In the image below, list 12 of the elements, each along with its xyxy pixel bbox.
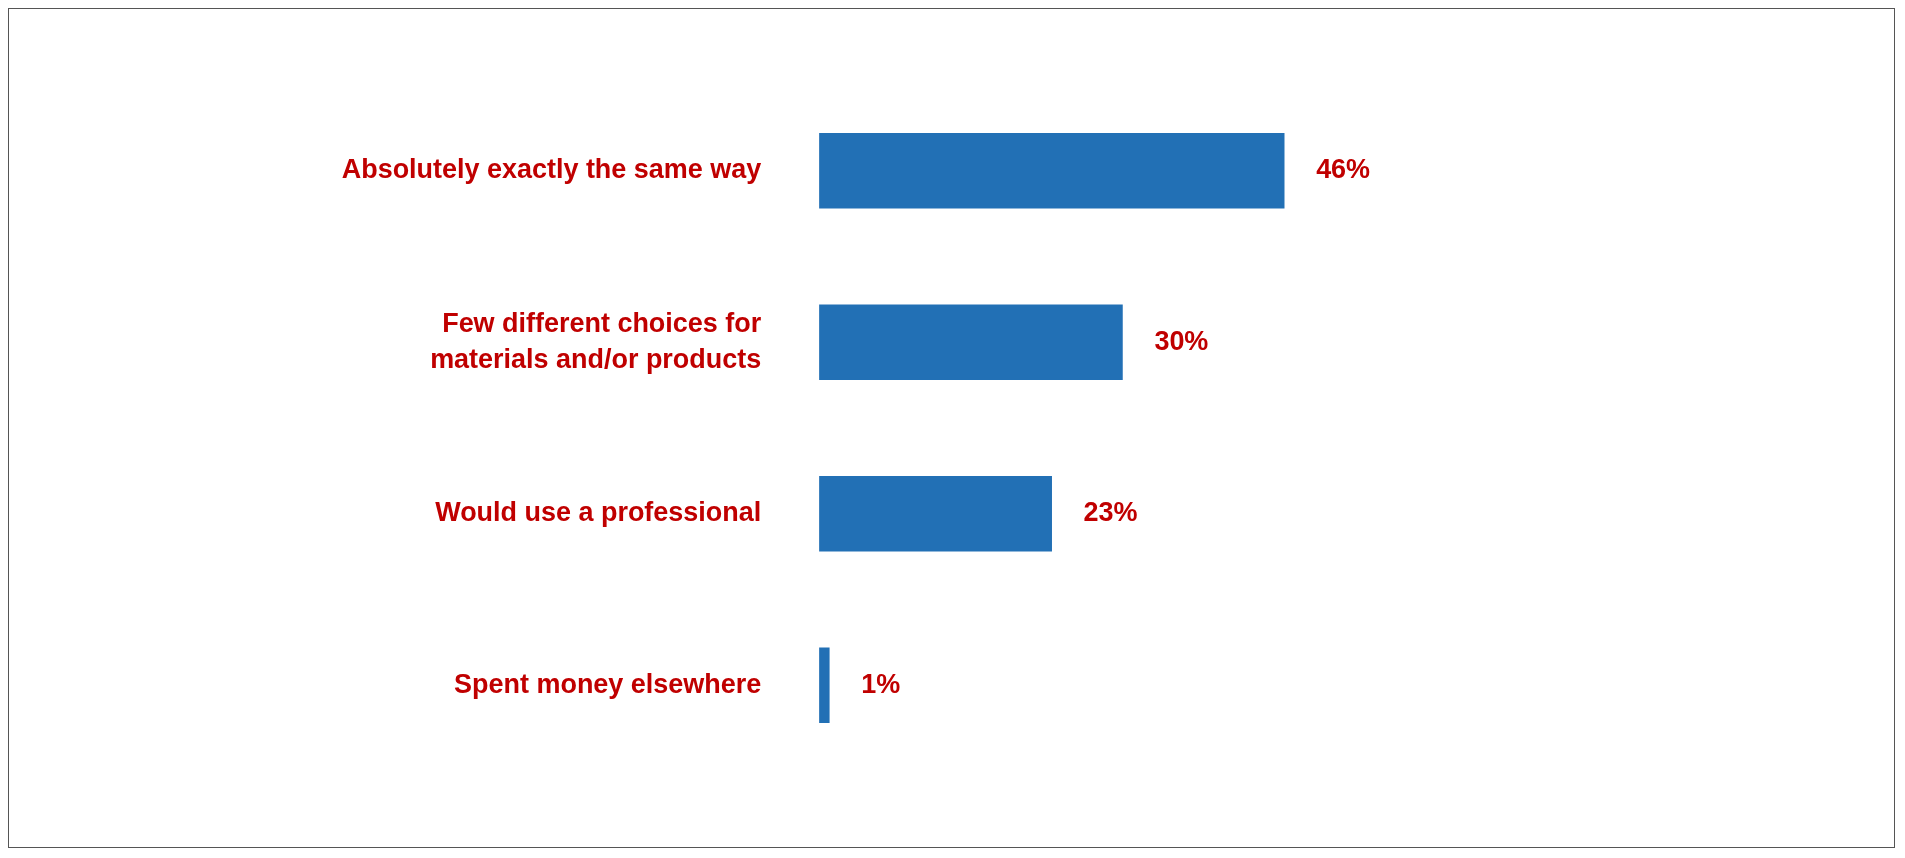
bar	[819, 133, 1285, 209]
bar	[819, 647, 830, 723]
bar	[819, 476, 1052, 552]
y-tick-label: Would use a professional	[435, 497, 762, 528]
data-label: 23%	[1083, 497, 1138, 528]
data-label: 30%	[1154, 325, 1209, 356]
bar	[819, 304, 1123, 380]
y-tick-label: Absolutely exactly the same way	[341, 154, 762, 185]
y-tick-label: Spent money elsewhere	[454, 668, 762, 699]
data-label: 46%	[1316, 154, 1371, 185]
y-tick-label: Few different choices for materials and/or products	[430, 307, 762, 374]
data-label: 1%	[861, 668, 901, 699]
